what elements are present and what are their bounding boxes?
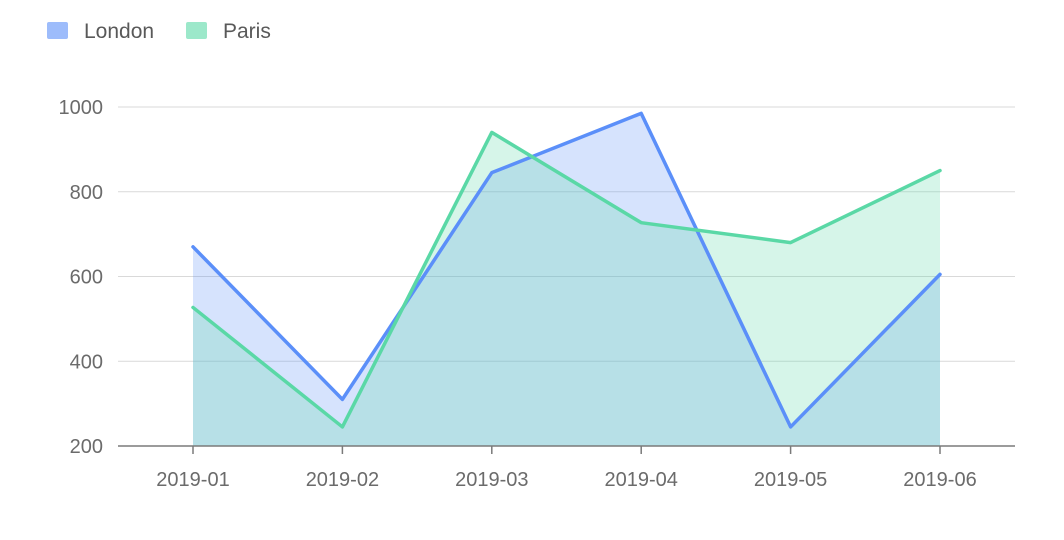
x-tick-label-2019-05: 2019-05 xyxy=(754,469,827,491)
x-tick-label-2019-06: 2019-06 xyxy=(903,469,976,491)
x-tick-label-2019-03: 2019-03 xyxy=(455,469,528,491)
y-tick-label-400: 400 xyxy=(70,351,103,373)
x-tick-label-2019-02: 2019-02 xyxy=(306,469,379,491)
x-tick-label-2019-01: 2019-01 xyxy=(156,469,229,491)
line-paris[interactable] xyxy=(191,130,942,429)
grid xyxy=(118,106,1015,362)
y-tick-label-200: 200 xyxy=(70,436,103,458)
legend-label-paris[interactable]: Paris xyxy=(223,20,271,43)
series-areas xyxy=(193,113,940,447)
x-tick-label-2019-04: 2019-04 xyxy=(604,469,677,491)
legend: London Paris xyxy=(47,20,271,43)
legend-swatch-london[interactable] xyxy=(47,22,68,39)
series-lines xyxy=(191,111,942,429)
y-tick-label-1000: 1000 xyxy=(59,97,104,119)
area-paris xyxy=(193,132,940,447)
legend-label-london[interactable]: London xyxy=(84,20,154,43)
y-tick-label-600: 600 xyxy=(70,267,103,289)
axes: 200 400 600 800 1000 2019-01 2019-02 2019-03 201… xyxy=(59,97,1015,491)
legend-swatch-paris[interactable] xyxy=(186,22,207,39)
area-london xyxy=(193,113,940,446)
line-london[interactable] xyxy=(191,111,942,429)
y-tick-label-800: 800 xyxy=(70,182,103,204)
